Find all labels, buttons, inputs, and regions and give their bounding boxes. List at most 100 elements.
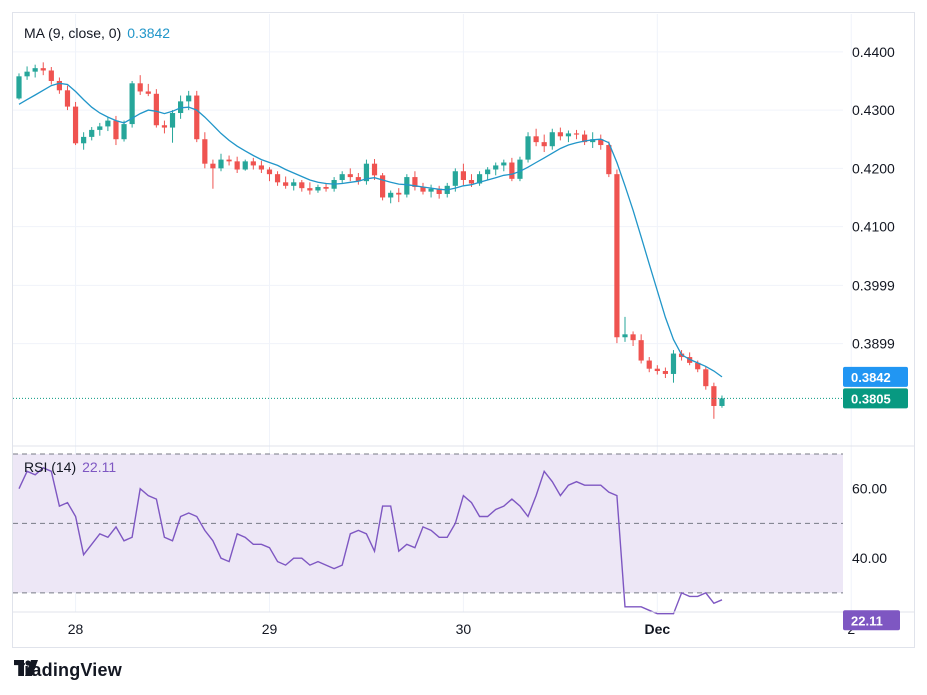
candle[interactable]	[72, 101, 79, 146]
candle[interactable]	[525, 132, 531, 163]
rsi-line	[18, 466, 723, 615]
candle[interactable]	[630, 331, 636, 346]
rsi-legend[interactable]: RSI (14) 22.11	[24, 459, 116, 475]
candle-body	[283, 182, 289, 186]
candle[interactable]	[646, 357, 652, 373]
candle[interactable]	[161, 120, 168, 134]
candle[interactable]	[24, 66, 30, 80]
candle-body	[210, 163, 216, 169]
rsi-band-lines	[13, 453, 843, 594]
candle[interactable]	[218, 153, 224, 172]
candle[interactable]	[202, 132, 208, 169]
ma-legend[interactable]: MA (9, close, 0) 0.3842	[24, 25, 170, 41]
candle[interactable]	[638, 334, 644, 364]
candle[interactable]	[153, 89, 159, 128]
candle[interactable]	[81, 132, 87, 150]
candle[interactable]	[598, 134, 604, 150]
candle-body	[525, 136, 531, 160]
candle[interactable]	[339, 171, 345, 183]
time-axis-tick-label: 28	[68, 621, 84, 637]
candle[interactable]	[129, 80, 135, 128]
candle[interactable]	[145, 83, 151, 97]
candle[interactable]	[97, 122, 103, 136]
candle[interactable]	[711, 382, 717, 419]
candle[interactable]	[121, 120, 127, 142]
candle[interactable]	[404, 174, 410, 198]
candle[interactable]	[137, 75, 143, 95]
candle[interactable]	[64, 85, 71, 111]
candle[interactable]	[719, 395, 725, 408]
candle[interactable]	[250, 157, 256, 170]
candle[interactable]	[670, 350, 677, 383]
candle[interactable]	[363, 159, 370, 185]
candle[interactable]	[48, 67, 54, 85]
candle-body	[404, 177, 410, 195]
candle[interactable]	[476, 171, 483, 186]
candle[interactable]	[274, 171, 281, 186]
candle[interactable]	[396, 188, 402, 203]
candle[interactable]	[371, 159, 378, 180]
candle[interactable]	[582, 130, 588, 146]
candle[interactable]	[242, 159, 248, 171]
candle-body	[557, 132, 563, 137]
tradingview-brand[interactable]: TradingView	[14, 660, 122, 681]
candle[interactable]	[509, 157, 515, 182]
candle[interactable]	[436, 185, 442, 199]
candle[interactable]	[412, 171, 418, 191]
candle[interactable]	[347, 168, 353, 182]
candle[interactable]	[16, 73, 22, 100]
candle[interactable]	[169, 110, 176, 143]
candle-body	[323, 186, 329, 189]
candle[interactable]	[89, 126, 95, 141]
candle-body	[186, 95, 192, 102]
candle[interactable]	[493, 162, 499, 176]
candle[interactable]	[56, 77, 62, 94]
candle-body	[242, 161, 248, 170]
candle-body	[307, 188, 313, 191]
candle[interactable]	[291, 178, 297, 191]
candle[interactable]	[428, 184, 434, 198]
candle[interactable]	[355, 173, 361, 185]
candle[interactable]	[485, 167, 491, 180]
candle[interactable]	[40, 62, 46, 76]
price-axis-tick-label: 0.3999	[852, 277, 895, 293]
candle-body	[161, 125, 168, 128]
candle[interactable]	[234, 156, 240, 174]
candle[interactable]	[32, 64, 38, 78]
time-axis-tick-label: 30	[456, 621, 472, 637]
candle[interactable]	[654, 365, 660, 375]
candle[interactable]	[614, 169, 620, 344]
candle[interactable]	[323, 182, 329, 192]
candle[interactable]	[622, 316, 628, 342]
candle[interactable]	[517, 156, 523, 182]
candle[interactable]	[105, 117, 111, 132]
candle[interactable]	[460, 163, 466, 186]
candle[interactable]	[266, 167, 273, 182]
candle[interactable]	[606, 141, 612, 178]
candle[interactable]	[420, 182, 426, 195]
candle[interactable]	[283, 176, 289, 189]
candle[interactable]	[194, 90, 200, 143]
candle[interactable]	[549, 128, 555, 150]
candle-body	[509, 162, 515, 179]
candle[interactable]	[662, 367, 668, 379]
candle-body	[32, 68, 38, 72]
candle[interactable]	[226, 155, 232, 166]
candle[interactable]	[565, 130, 572, 143]
candle-body	[129, 83, 135, 125]
candle[interactable]	[380, 173, 386, 201]
candle[interactable]	[299, 179, 305, 192]
candle[interactable]	[573, 129, 580, 140]
candle[interactable]	[315, 184, 321, 193]
candle[interactable]	[541, 134, 547, 153]
candle[interactable]	[533, 128, 539, 147]
candle[interactable]	[501, 159, 507, 172]
candle-body	[169, 113, 176, 128]
candle[interactable]	[210, 159, 216, 189]
candle[interactable]	[258, 160, 264, 174]
candle[interactable]	[388, 190, 394, 204]
candle[interactable]	[557, 127, 563, 141]
candle[interactable]	[307, 182, 313, 195]
candle[interactable]	[703, 366, 709, 390]
